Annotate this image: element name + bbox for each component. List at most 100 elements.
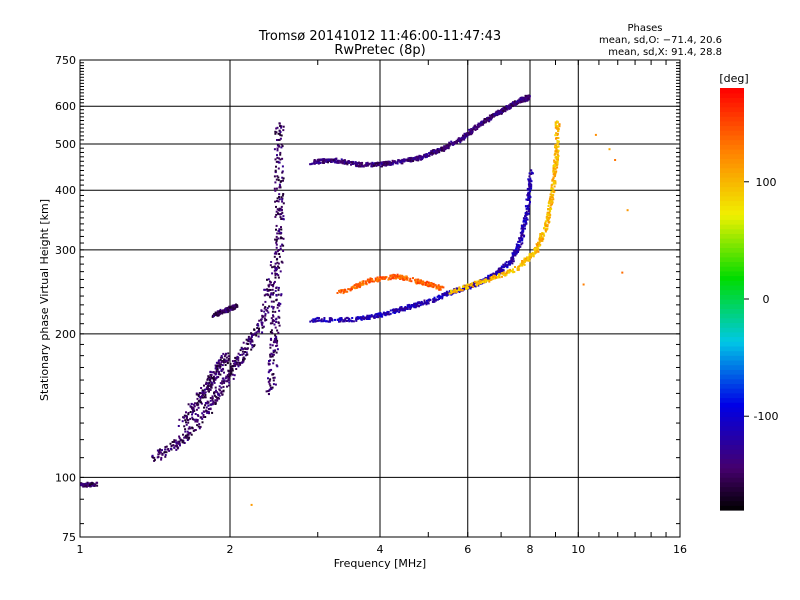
scatter-point bbox=[518, 237, 521, 240]
scatter-point bbox=[392, 273, 395, 276]
colorbar-segment bbox=[720, 97, 744, 103]
scatter-point bbox=[272, 307, 275, 310]
scatter-point bbox=[432, 152, 435, 155]
scatter-point bbox=[232, 307, 235, 310]
scatter-point bbox=[554, 143, 557, 146]
scatter-point bbox=[226, 311, 229, 314]
scatter-point bbox=[340, 318, 342, 321]
scatter-point bbox=[385, 163, 388, 166]
scatter-point bbox=[527, 212, 530, 215]
scatter-point bbox=[227, 376, 230, 379]
scatter-point bbox=[181, 420, 184, 423]
scatter-point bbox=[185, 417, 188, 420]
scatter-point bbox=[316, 319, 319, 322]
scatter-point bbox=[394, 310, 397, 313]
scatter-point bbox=[452, 289, 455, 292]
scatter-point bbox=[440, 147, 443, 150]
colorbar-segment bbox=[720, 345, 744, 352]
scatter-point bbox=[374, 163, 377, 166]
scatter-point bbox=[211, 411, 214, 414]
scatter-point bbox=[263, 310, 266, 313]
scatter-point bbox=[443, 146, 445, 149]
scatter-point bbox=[309, 163, 312, 166]
scatter-point bbox=[518, 99, 521, 102]
scatter-point bbox=[281, 170, 284, 173]
chart-subtitle: RwPretec (8p) bbox=[334, 43, 425, 58]
scatter-point bbox=[280, 228, 283, 231]
scatter-point bbox=[222, 352, 225, 355]
scatter-point bbox=[369, 278, 372, 281]
scatter-point bbox=[526, 194, 529, 197]
scatter-point bbox=[217, 365, 220, 368]
scatter-point bbox=[514, 249, 517, 252]
stats-line-x: mean, sd,X: 91.4, 28.8 bbox=[608, 47, 722, 58]
scatter-point bbox=[164, 448, 167, 451]
scatter-point bbox=[183, 442, 186, 444]
scatter-point bbox=[275, 235, 278, 238]
scatter-point bbox=[489, 115, 492, 118]
scatter-point bbox=[420, 280, 423, 283]
scatter-point bbox=[265, 318, 268, 321]
scatter-point bbox=[209, 408, 212, 411]
colorbar-segment bbox=[720, 116, 744, 122]
colorbar-segment bbox=[720, 247, 744, 253]
scatter-point bbox=[395, 308, 398, 311]
scatter-point bbox=[471, 286, 473, 288]
scatter-point bbox=[237, 361, 240, 364]
scatter-point bbox=[399, 309, 402, 312]
scatter-point bbox=[274, 200, 277, 203]
scatter-point bbox=[409, 159, 412, 162]
scatter-point bbox=[310, 163, 313, 166]
scatter-point bbox=[278, 229, 280, 232]
colorbar-segment bbox=[720, 238, 744, 244]
scatter-point bbox=[545, 216, 548, 219]
scatter-point bbox=[539, 234, 542, 237]
scatter-point bbox=[456, 141, 458, 144]
y-tick-label: 75 bbox=[62, 531, 76, 544]
scatter-point bbox=[415, 304, 418, 306]
scatter-point bbox=[402, 277, 405, 280]
scatter-point bbox=[523, 257, 526, 260]
scatter-point bbox=[379, 276, 382, 278]
scatter-point bbox=[554, 167, 557, 170]
scatter-point bbox=[376, 312, 379, 315]
scatter-point bbox=[280, 237, 283, 239]
scatter-point bbox=[346, 160, 349, 163]
scatter-point bbox=[277, 160, 280, 163]
scatter-point bbox=[418, 301, 421, 304]
scatter-point bbox=[474, 285, 477, 288]
scatter-point bbox=[343, 291, 346, 293]
scatter-point bbox=[508, 262, 511, 265]
scatter-point bbox=[279, 216, 282, 219]
colorbar-segment bbox=[720, 275, 744, 281]
scatter-point bbox=[271, 320, 274, 323]
scatter-point bbox=[176, 442, 178, 445]
scatter-point bbox=[384, 162, 387, 165]
scatter-point bbox=[314, 317, 317, 320]
scatter-point bbox=[258, 319, 261, 322]
colorbar-segment bbox=[720, 453, 744, 460]
scatter-point bbox=[191, 418, 194, 421]
scatter-point bbox=[189, 417, 192, 420]
colorbar-segment bbox=[720, 430, 744, 436]
scatter-point bbox=[151, 454, 154, 457]
scatter-point bbox=[525, 95, 528, 98]
scatter-point bbox=[380, 161, 383, 164]
scatter-point bbox=[513, 270, 516, 273]
plot-area bbox=[79, 59, 681, 538]
scatter-point bbox=[203, 384, 205, 387]
scatter-point bbox=[462, 137, 465, 140]
scatter-point bbox=[342, 320, 345, 323]
scatter-point bbox=[557, 145, 560, 148]
scatter-point bbox=[521, 234, 524, 237]
scatter-point bbox=[396, 273, 399, 276]
scatter-point bbox=[443, 294, 446, 297]
scatter-point bbox=[382, 312, 385, 315]
scatter-point bbox=[462, 287, 465, 289]
scatter-point bbox=[218, 313, 221, 316]
scatter-point bbox=[255, 331, 258, 334]
scatter-point bbox=[279, 185, 282, 188]
scatter-point bbox=[420, 300, 423, 303]
scatter-point bbox=[418, 279, 421, 282]
scatter-point bbox=[526, 256, 528, 259]
